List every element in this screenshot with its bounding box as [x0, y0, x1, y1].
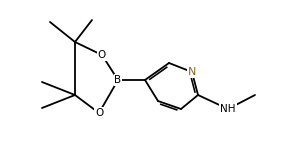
Text: O: O: [95, 108, 103, 118]
Text: B: B: [114, 75, 122, 85]
Text: NH: NH: [220, 104, 236, 114]
Text: N: N: [188, 67, 196, 77]
Text: O: O: [98, 50, 106, 60]
